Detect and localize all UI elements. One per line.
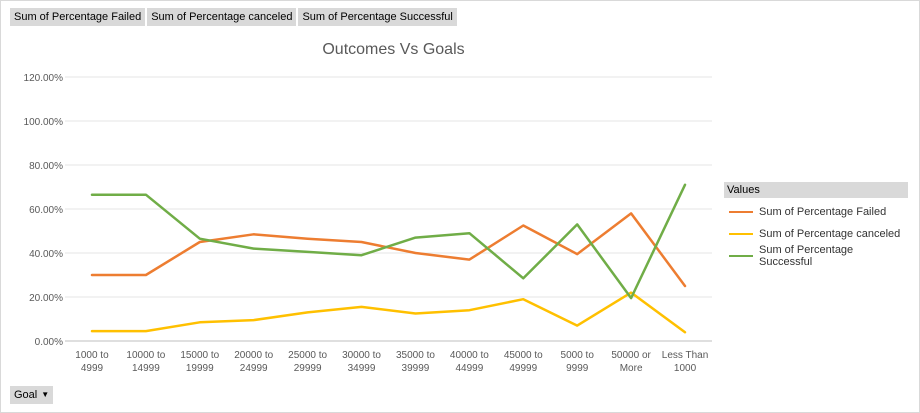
x-tick-label: 30000 to bbox=[342, 350, 381, 361]
x-tick-label: 9999 bbox=[566, 363, 589, 374]
legend-label-successful: Sum of Percentage Successful bbox=[759, 244, 854, 268]
field-button-canceled[interactable]: Sum of Percentage canceled bbox=[147, 8, 297, 26]
goal-filter-label: Goal bbox=[14, 389, 38, 401]
y-tick-label: 20.00% bbox=[29, 293, 63, 304]
legend-item-failed: Sum of Percentage Failed bbox=[724, 201, 908, 223]
x-tick-label: 35000 to bbox=[396, 350, 435, 361]
x-tick-label: 40000 to bbox=[450, 350, 489, 361]
x-tick-label: More bbox=[620, 363, 643, 374]
y-tick-label: 120.00% bbox=[24, 73, 64, 84]
legend-swatch-successful bbox=[729, 255, 753, 257]
x-tick-label: 44999 bbox=[455, 363, 483, 374]
dropdown-arrow-icon: ▼ bbox=[41, 390, 50, 399]
field-button-failed[interactable]: Sum of Percentage Failed bbox=[10, 8, 146, 26]
x-tick-label: 29999 bbox=[294, 363, 322, 374]
x-tick-label: 24999 bbox=[240, 363, 268, 374]
chart-legend: Values Sum of Percentage Failed Sum of P… bbox=[724, 182, 908, 268]
legend-swatch-canceled bbox=[729, 233, 753, 235]
x-tick-label: 4999 bbox=[81, 363, 104, 374]
x-tick-label: 5000 to bbox=[561, 350, 595, 361]
x-tick-label: 19999 bbox=[186, 363, 214, 374]
legend-title: Values bbox=[724, 182, 908, 198]
legend-item-canceled: Sum of Percentage canceled bbox=[724, 223, 908, 245]
x-tick-label: 1000 to bbox=[75, 350, 109, 361]
x-tick-label: 34999 bbox=[348, 363, 376, 374]
y-tick-label: 40.00% bbox=[29, 249, 63, 260]
legend-label-canceled: Sum of Percentage canceled bbox=[759, 228, 901, 240]
legend-label-failed: Sum of Percentage Failed bbox=[759, 206, 887, 218]
legend-swatch-failed bbox=[729, 211, 753, 213]
goal-filter-button[interactable]: Goal ▼ bbox=[10, 386, 54, 404]
x-tick-label: 20000 to bbox=[234, 350, 273, 361]
x-tick-label: 25000 to bbox=[288, 350, 327, 361]
y-tick-label: 80.00% bbox=[29, 161, 63, 172]
x-tick-label: Less Than bbox=[662, 350, 709, 361]
series-line-2 bbox=[90, 291, 687, 334]
x-tick-label: 45000 to bbox=[504, 350, 543, 361]
y-tick-label: 0.00% bbox=[35, 337, 63, 348]
chart-title: Outcomes Vs Goals bbox=[322, 41, 464, 58]
x-tick-label: 39999 bbox=[402, 363, 430, 374]
x-tick-label: 15000 to bbox=[180, 350, 219, 361]
legend-item-successful: Sum of Percentage Successful bbox=[724, 244, 908, 268]
x-tick-label: 10000 to bbox=[126, 350, 165, 361]
x-tick-label: 50000 or bbox=[611, 350, 651, 361]
x-tick-label: 14999 bbox=[132, 363, 160, 374]
series-line-3 bbox=[90, 183, 687, 300]
x-tick-label: 1000 bbox=[674, 363, 697, 374]
field-button-successful[interactable]: Sum of Percentage Successful bbox=[298, 8, 457, 26]
y-tick-label: 100.00% bbox=[24, 117, 64, 128]
y-tick-label: 60.00% bbox=[29, 205, 63, 216]
value-field-buttons: Sum of Percentage Failed Sum of Percenta… bbox=[10, 8, 457, 26]
x-tick-label: 49999 bbox=[509, 363, 537, 374]
